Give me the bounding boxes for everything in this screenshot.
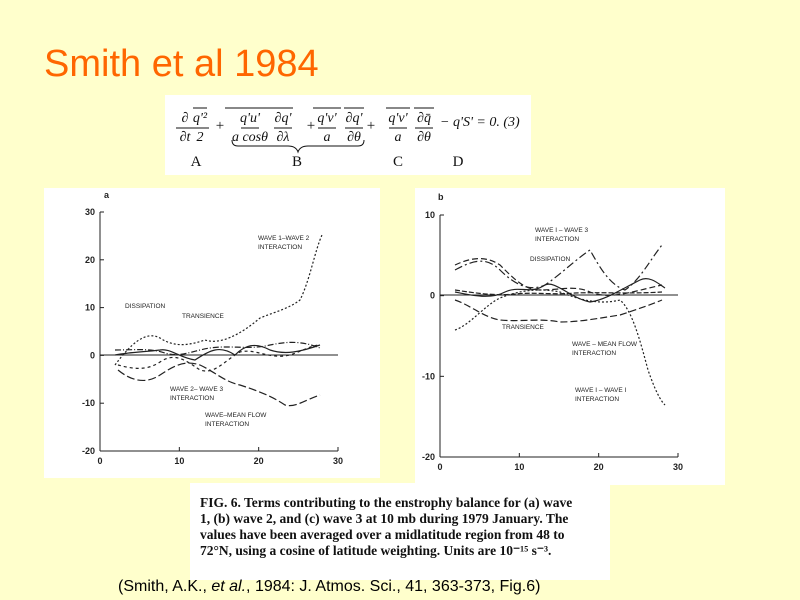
annotation: TRANSIENCE xyxy=(182,313,225,320)
eq-denominator: a xyxy=(395,130,402,145)
caption-line: 1, (b) wave 2, and (c) wave 3 at 10 mb d… xyxy=(200,511,568,526)
x-tick-label: 30 xyxy=(333,456,343,466)
y-tick-label: -10 xyxy=(422,371,435,381)
citation-text: , 1984: J. Atmos. Sci., 41, 363-373, Fig… xyxy=(246,578,540,595)
eq-denominator: a cosθ xyxy=(232,130,268,145)
eq-numerator: ∂ xyxy=(182,111,189,126)
x-tick-label: 30 xyxy=(673,462,683,472)
eq-label: A xyxy=(191,154,202,170)
citation-text: (Smith, A.K., xyxy=(118,578,211,595)
eq-operator: + xyxy=(307,118,315,134)
annotation: INTERACTION xyxy=(170,395,214,402)
eq-denominator: ∂λ xyxy=(277,130,290,145)
x-tick-label: 10 xyxy=(514,462,524,472)
annotation: WAVE I – WAVE I xyxy=(575,387,626,394)
eq-numerator: q'v' xyxy=(317,111,337,126)
y-tick-label: -20 xyxy=(422,452,435,462)
x-tick-label: 0 xyxy=(97,456,102,466)
caption xyxy=(190,483,610,580)
panel-box xyxy=(415,188,725,485)
annotation: INTERACTION xyxy=(572,350,616,357)
y-tick-label: 30 xyxy=(85,207,95,217)
caption-line: 72°N, using a cosine of latitude weighti… xyxy=(200,543,551,558)
eq-operator: + xyxy=(367,118,375,134)
brace xyxy=(231,139,365,154)
eq-numerator: ∂q' xyxy=(346,111,364,126)
curve xyxy=(454,289,666,406)
panel-label: a xyxy=(104,190,110,200)
y-tick-label: 20 xyxy=(85,255,95,265)
citation: (Smith, A.K., et al., 1984: J. Atmos. Sc… xyxy=(118,578,540,595)
x-tick-label: 0 xyxy=(437,462,442,472)
x-tick-label: 10 xyxy=(174,456,184,466)
y-tick-label: 10 xyxy=(85,303,95,313)
annotation: INTERACTION xyxy=(258,244,302,251)
y-tick-label: 10 xyxy=(425,210,435,220)
eq-label: C xyxy=(393,154,403,170)
curve xyxy=(454,244,663,291)
curve xyxy=(454,299,663,323)
panel-a xyxy=(44,188,380,478)
eq-denominator: a xyxy=(324,130,331,145)
y-tick-label: -20 xyxy=(82,446,95,456)
x-tick-label: 20 xyxy=(254,456,264,466)
curve xyxy=(454,278,666,303)
eq-tail: − q'S' = 0. (3) xyxy=(440,115,520,130)
eq-numerator: ∂q' xyxy=(275,111,293,126)
eq-label: D xyxy=(453,154,464,170)
eq-denominator: ∂θ xyxy=(417,130,431,145)
eq-denominator: 2 xyxy=(197,130,204,145)
y-tick-label: -10 xyxy=(82,398,95,408)
curve xyxy=(114,234,323,366)
annotation: WAVE 1–WAVE 2 xyxy=(258,235,310,242)
eq-numerator: ∂q̄ xyxy=(417,111,431,126)
y-tick-label: 0 xyxy=(430,291,435,301)
annotation: INTERACTION xyxy=(575,396,619,403)
citation-italic: et al. xyxy=(211,578,246,595)
annotation: INTERACTION xyxy=(535,236,579,243)
x-tick-label: 20 xyxy=(594,462,604,472)
annotation: WAVE–MEAN FLOW xyxy=(205,412,267,419)
panel-b xyxy=(415,188,725,485)
annotation: WAVE – MEAN FLOW xyxy=(572,341,638,348)
caption-box xyxy=(190,483,610,580)
annotation: TRANSIENCE xyxy=(502,324,545,331)
annotation: WAVE I – WAVE 3 xyxy=(535,227,588,234)
curve xyxy=(117,344,321,372)
annotation: DISSIPATION xyxy=(125,303,166,310)
slide-title: Smith et al 1984 xyxy=(44,43,319,85)
caption-line: FIG. 6. Terms contributing to the enstro… xyxy=(200,495,572,510)
curve xyxy=(117,362,321,407)
eq-numerator: q'v' xyxy=(388,111,408,126)
curve xyxy=(454,258,663,296)
caption-line: values have been averaged over a midlati… xyxy=(200,527,565,542)
eq-denominator: ∂t xyxy=(180,130,192,145)
eq-numerator: q'u' xyxy=(240,111,261,126)
annotation: DISSIPATION xyxy=(530,256,571,263)
curve xyxy=(454,289,663,296)
annotation: INTERACTION xyxy=(205,421,249,428)
panel-box xyxy=(44,188,380,478)
panel-label: b xyxy=(438,192,444,202)
eq-numerator: q'² xyxy=(193,111,208,126)
curve xyxy=(114,341,321,356)
eq-operator: + xyxy=(216,118,224,134)
eq-denominator: ∂θ xyxy=(347,130,361,145)
y-tick-label: 0 xyxy=(90,350,95,360)
annotation: WAVE 2– WAVE 3 xyxy=(170,386,223,393)
eq-label: B xyxy=(292,154,302,170)
